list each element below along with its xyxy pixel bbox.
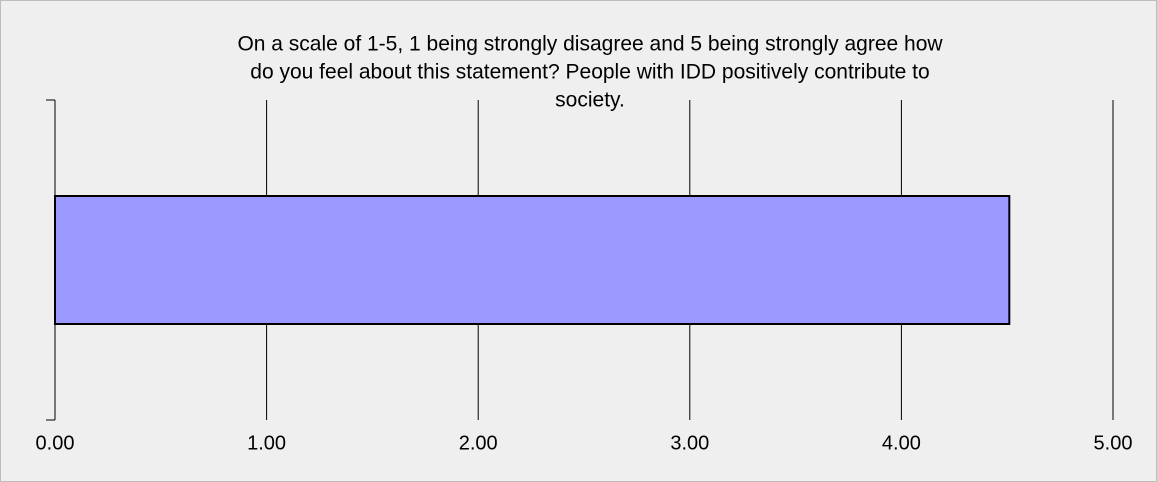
chart-title: do you feel about this statement? People… [250, 61, 929, 84]
x-tick-label: 1.00 [247, 432, 286, 454]
x-tick-label: 2.00 [459, 432, 498, 454]
x-tick-label: 5.00 [1094, 432, 1133, 454]
chart-title: society. [555, 89, 625, 112]
x-tick-label: 3.00 [670, 432, 709, 454]
chart-title: On a scale of 1-5, 1 being strongly disa… [237, 33, 943, 56]
x-tick-label: 0.00 [36, 432, 75, 454]
bar [54, 195, 1011, 325]
x-tick-label: 4.00 [882, 432, 921, 454]
